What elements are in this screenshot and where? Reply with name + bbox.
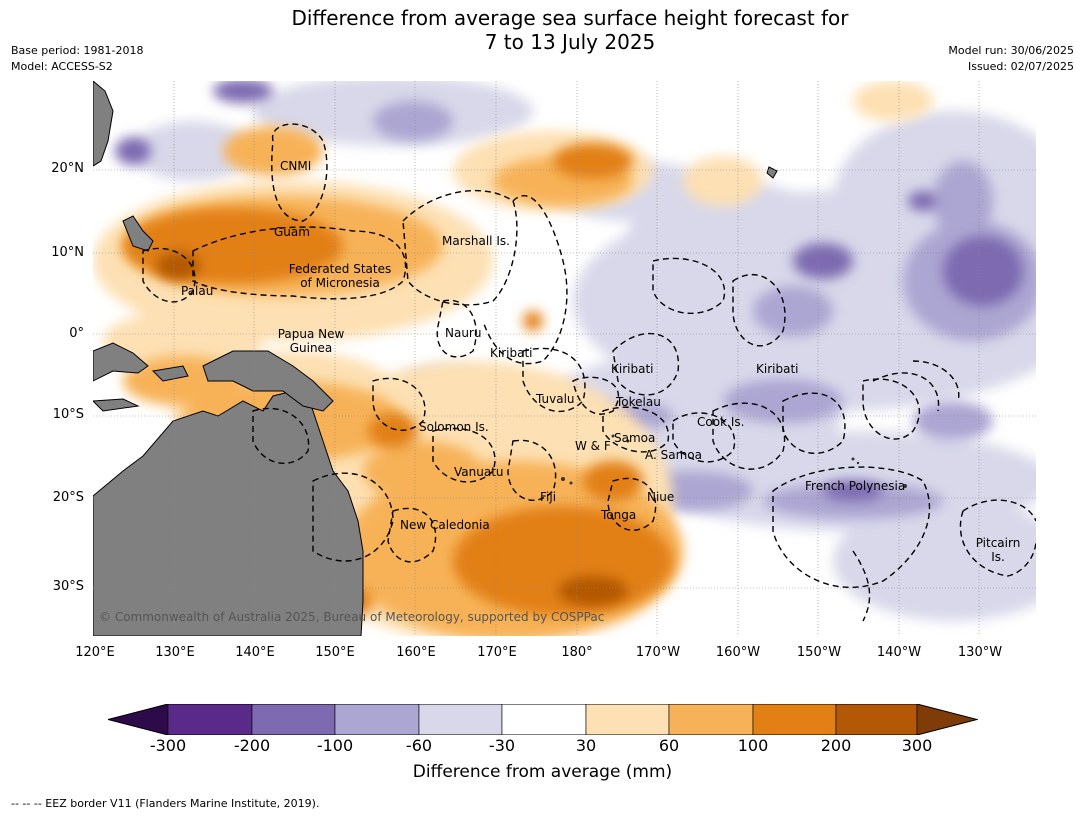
label-fsm-line1: Federated States bbox=[288, 262, 392, 276]
copyright-notice: © Commonwealth of Australia 2025, Bureau… bbox=[99, 610, 605, 624]
meta-right: Model run: 30/06/2025 Issued: 02/07/2025 bbox=[948, 43, 1074, 75]
model-name: Model: ACCESS-S2 bbox=[11, 60, 113, 73]
colorbar-tick: 60 bbox=[658, 736, 680, 755]
colorbar-tick: -300 bbox=[149, 736, 187, 755]
meta-left: Base period: 1981-2018 Model: ACCESS-S2 bbox=[11, 43, 143, 75]
lat-label-20s: 20°S bbox=[52, 490, 84, 505]
lon-label-180: 180° bbox=[561, 645, 593, 660]
eez-borders bbox=[142, 123, 1036, 622]
label-solomon-islands: Solomon Is. bbox=[419, 420, 489, 434]
colorbar-tick: -60 bbox=[405, 736, 433, 755]
colorbar-bin-1 bbox=[167, 704, 253, 735]
title-line-1: Difference from average sea surface heig… bbox=[291, 6, 849, 30]
label-cook-islands: Cook Is. bbox=[697, 415, 745, 429]
label-tokelau: Tokelau bbox=[616, 395, 661, 409]
colorbar-tick: 200 bbox=[820, 736, 852, 755]
label-palau: Palau bbox=[181, 284, 214, 298]
lon-label-140w: 140°W bbox=[876, 645, 922, 660]
lon-label-150w: 150°W bbox=[796, 645, 842, 660]
colorbar-bin-2 bbox=[251, 704, 336, 735]
label-samoa: Samoa bbox=[614, 431, 656, 445]
sea-surface-height-map bbox=[93, 81, 1036, 636]
new-guinea bbox=[202, 350, 334, 412]
label-fiji: Fiji bbox=[540, 490, 557, 504]
islands bbox=[561, 434, 907, 488]
label-american-samoa: A. Samoa bbox=[645, 448, 702, 462]
lat-label-0: 0° bbox=[69, 326, 84, 341]
label-vanuatu: Vanuatu bbox=[454, 465, 504, 479]
colorbar-below-min bbox=[108, 704, 169, 735]
label-png: Papua New Guinea bbox=[274, 327, 348, 355]
label-kiribati-east: Kiribati bbox=[756, 362, 799, 376]
lon-label-140e: 140°E bbox=[235, 645, 275, 660]
lon-label-170e: 170°E bbox=[477, 645, 517, 660]
issued-date: Issued: 02/07/2025 bbox=[967, 60, 1074, 73]
colorbar-tick: 30 bbox=[575, 736, 597, 755]
label-nauru: Nauru bbox=[445, 326, 482, 340]
colorbar-tick: -100 bbox=[316, 736, 354, 755]
lon-label-160w: 160°W bbox=[715, 645, 761, 660]
label-wallis-futuna: W & F bbox=[575, 439, 611, 453]
label-png-line2: Guinea bbox=[289, 341, 333, 355]
label-png-line1: Papua New bbox=[277, 327, 345, 341]
label-french-polynesia: French Polynesia bbox=[805, 479, 906, 493]
label-niue: Niue bbox=[647, 490, 675, 504]
colorbar-tick: 100 bbox=[737, 736, 769, 755]
label-kiribati-west: Kiribati bbox=[490, 346, 533, 360]
colorbar-bin-8 bbox=[752, 704, 837, 735]
lon-label-150e: 150°E bbox=[315, 645, 355, 660]
colorbar-outline bbox=[108, 704, 978, 735]
colorbar-bin-3 bbox=[334, 704, 420, 735]
label-pitcairn-line2: Is. bbox=[991, 550, 1005, 564]
lat-label-10s: 10°S bbox=[52, 407, 84, 422]
map-svg bbox=[93, 81, 1036, 636]
label-guam: Guam bbox=[274, 225, 310, 239]
label-cnmi: CNMI bbox=[280, 159, 312, 173]
label-new-caledonia: New Caledonia bbox=[400, 518, 490, 532]
lon-label-130w: 130°W bbox=[957, 645, 1003, 660]
lat-label-20n: 20°N bbox=[51, 161, 84, 176]
colorbar-bin-7 bbox=[668, 704, 754, 735]
label-tuvalu: Tuvalu bbox=[536, 392, 575, 406]
positive-anomaly-very-strong bbox=[156, 252, 628, 606]
label-marshall-islands: Marshall Is. bbox=[442, 234, 510, 248]
colorbar-bin-9 bbox=[835, 704, 918, 735]
chart-title: Difference from average sea surface heig… bbox=[0, 6, 1085, 54]
lon-label-170w: 170°W bbox=[635, 645, 681, 660]
label-fsm-line2: of Micronesia bbox=[300, 276, 380, 290]
label-fsm: Federated States of Micronesia bbox=[285, 262, 395, 290]
lon-label-120e: 120°E bbox=[75, 645, 115, 660]
eez-footnote: -- -- -- EEZ border V11 (Flanders Marine… bbox=[11, 797, 320, 810]
label-tonga: Tonga bbox=[601, 508, 637, 522]
graticule bbox=[93, 81, 1036, 636]
label-pitcairn-line1: Pitcairn bbox=[975, 536, 1021, 550]
philippines bbox=[93, 81, 154, 252]
label-pitcairn: Pitcairn Is. bbox=[970, 536, 1026, 564]
label-kiribati-central: Kiribati bbox=[611, 362, 654, 376]
lon-label-160e: 160°E bbox=[396, 645, 436, 660]
colorbar-tick: 300 bbox=[901, 736, 933, 755]
colorbar-bin-4 bbox=[418, 704, 503, 735]
colorbar-above-max bbox=[916, 704, 978, 735]
lon-label-130e: 130°E bbox=[155, 645, 195, 660]
colorbar-label: Difference from average (mm) bbox=[412, 762, 673, 782]
title-line-2: 7 to 13 July 2025 bbox=[484, 30, 656, 54]
colorbar-bin-6 bbox=[585, 704, 670, 735]
lat-label-30s: 30°S bbox=[52, 579, 84, 594]
colorbar bbox=[108, 704, 978, 735]
model-run: Model run: 30/06/2025 bbox=[948, 44, 1074, 57]
lat-label-10n: 10°N bbox=[51, 245, 84, 260]
indonesia bbox=[93, 342, 189, 412]
base-period: Base period: 1981-2018 bbox=[11, 44, 144, 57]
colorbar-tick: -200 bbox=[233, 736, 271, 755]
colorbar-tick: -30 bbox=[488, 736, 516, 755]
colorbar-bin-5 bbox=[501, 704, 587, 735]
land-masses bbox=[93, 81, 778, 636]
